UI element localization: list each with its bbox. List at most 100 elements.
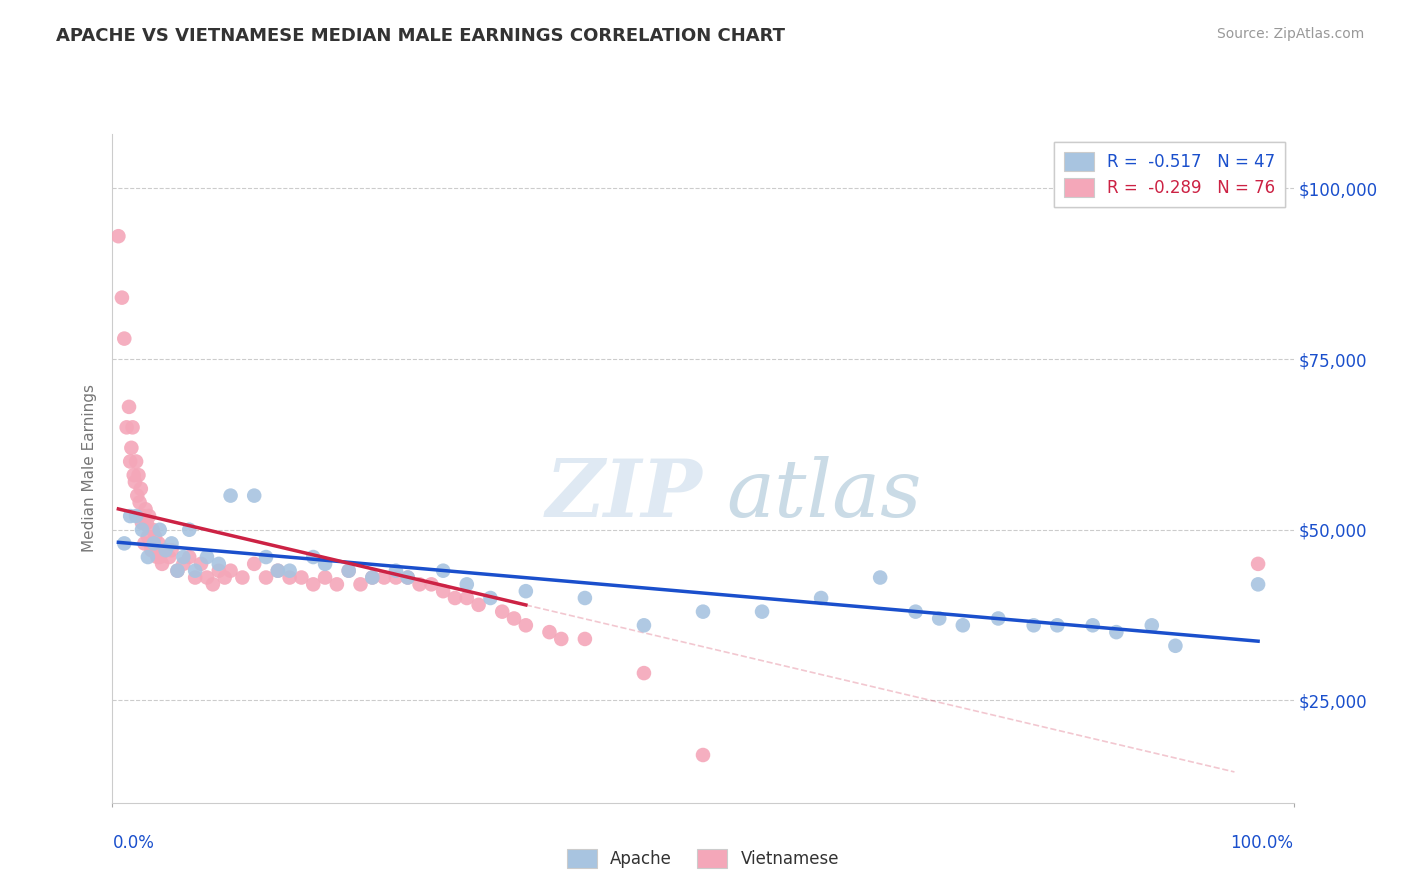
- Point: [131, 523, 153, 537]
- Point: [1164, 639, 1187, 653]
- Point: [326, 577, 349, 591]
- Point: [120, 441, 142, 455]
- Point: [219, 564, 242, 578]
- Point: [314, 557, 336, 571]
- Point: [1247, 577, 1270, 591]
- Point: [166, 564, 188, 578]
- Text: 0.0%: 0.0%: [112, 834, 155, 852]
- Point: [107, 229, 129, 244]
- Point: [278, 564, 301, 578]
- Point: [190, 557, 212, 571]
- Point: [118, 400, 141, 414]
- Point: [928, 611, 950, 625]
- Point: [143, 530, 166, 544]
- Point: [148, 536, 170, 550]
- Point: [810, 591, 832, 605]
- Point: [515, 618, 537, 632]
- Point: [302, 577, 325, 591]
- Point: [160, 536, 183, 550]
- Point: [267, 564, 290, 578]
- Point: [1046, 618, 1069, 632]
- Point: [142, 536, 165, 550]
- Point: [131, 516, 153, 530]
- Point: [172, 549, 194, 564]
- Point: [149, 549, 172, 564]
- Point: [142, 523, 165, 537]
- Point: [491, 605, 513, 619]
- Point: [1081, 618, 1104, 632]
- Point: [150, 557, 173, 571]
- Point: [337, 564, 360, 578]
- Point: [208, 564, 231, 578]
- Point: [184, 564, 207, 578]
- Point: [134, 536, 156, 550]
- Point: [125, 509, 148, 524]
- Point: [254, 549, 277, 564]
- Point: [135, 516, 157, 530]
- Point: [195, 549, 218, 564]
- Point: [302, 549, 325, 564]
- Text: ZIP: ZIP: [546, 457, 703, 533]
- Point: [456, 577, 478, 591]
- Point: [408, 577, 430, 591]
- Point: [135, 502, 157, 516]
- Point: [361, 570, 384, 584]
- Point: [125, 454, 148, 468]
- Point: [155, 543, 177, 558]
- Point: [467, 598, 489, 612]
- Point: [396, 570, 419, 584]
- Point: [278, 570, 301, 584]
- Point: [633, 666, 655, 681]
- Point: [751, 605, 773, 619]
- Point: [1022, 618, 1045, 632]
- Point: [987, 611, 1010, 625]
- Point: [385, 564, 408, 578]
- Legend: R =  -0.517   N = 47, R =  -0.289   N = 76: R = -0.517 N = 47, R = -0.289 N = 76: [1053, 142, 1285, 207]
- Point: [208, 557, 231, 571]
- Point: [904, 605, 927, 619]
- Point: [172, 557, 194, 571]
- Text: APACHE VS VIETNAMESE MEDIAN MALE EARNINGS CORRELATION CHART: APACHE VS VIETNAMESE MEDIAN MALE EARNING…: [56, 27, 785, 45]
- Point: [692, 747, 714, 762]
- Point: [120, 454, 142, 468]
- Text: Source: ZipAtlas.com: Source: ZipAtlas.com: [1216, 27, 1364, 41]
- Point: [231, 570, 253, 584]
- Point: [503, 611, 526, 625]
- Point: [120, 509, 142, 524]
- Point: [129, 482, 152, 496]
- Point: [136, 549, 159, 564]
- Text: atlas: atlas: [727, 457, 922, 533]
- Point: [456, 591, 478, 605]
- Point: [290, 570, 312, 584]
- Point: [127, 489, 149, 503]
- Point: [195, 570, 218, 584]
- Point: [337, 564, 360, 578]
- Point: [219, 489, 242, 503]
- Point: [373, 570, 395, 584]
- Point: [145, 543, 167, 558]
- Point: [515, 584, 537, 599]
- Point: [138, 509, 160, 524]
- Point: [538, 625, 561, 640]
- Point: [122, 468, 145, 483]
- Point: [479, 591, 502, 605]
- Point: [132, 509, 155, 524]
- Point: [254, 570, 277, 584]
- Point: [142, 536, 165, 550]
- Point: [141, 543, 163, 558]
- Y-axis label: Median Male Earnings: Median Male Earnings: [82, 384, 97, 552]
- Point: [184, 570, 207, 584]
- Point: [396, 570, 419, 584]
- Point: [214, 570, 236, 584]
- Point: [201, 577, 224, 591]
- Point: [128, 495, 150, 509]
- Point: [952, 618, 974, 632]
- Point: [349, 577, 371, 591]
- Point: [267, 564, 290, 578]
- Point: [1247, 557, 1270, 571]
- Point: [385, 570, 408, 584]
- Point: [314, 570, 336, 584]
- Point: [160, 543, 183, 558]
- Point: [243, 557, 266, 571]
- Legend: Apache, Vietnamese: Apache, Vietnamese: [561, 842, 845, 875]
